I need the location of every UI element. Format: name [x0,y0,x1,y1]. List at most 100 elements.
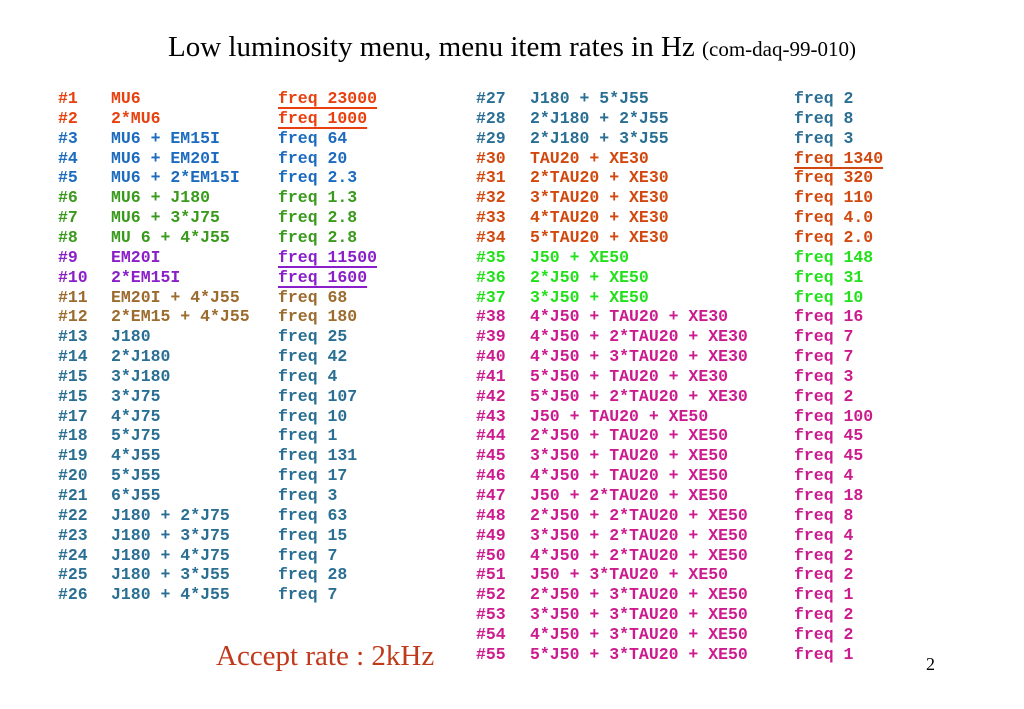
menu-item-number: #3 [58,128,78,148]
menu-item-trigger: 2*J50 + 3*TAU20 + XE50 [530,585,748,605]
menu-item-row: #55 5*J50 + 3*TAU20 + XE50 freq 1 [476,645,906,665]
menu-item-trigger: 4*TAU20 + XE30 [530,208,669,228]
menu-item-frequency: freq 4 [794,525,854,545]
menu-item-number: #34 [476,227,506,247]
menu-item-frequency: freq 4 [794,466,854,486]
menu-item-frequency: freq 16 [794,307,864,327]
menu-item-frequency: freq 10 [278,406,348,426]
menu-item-trigger: 2*TAU20 + XE30 [530,168,669,188]
menu-item-trigger: MU6 + EM15I [111,128,220,148]
menu-item-frequency: freq 3 [278,486,338,505]
menu-item-frequency: freq 2.0 [794,227,874,247]
menu-item-frequency: freq 2 [794,545,854,565]
menu-item-row: #10 2*EM15I freq 1600 [58,268,398,288]
menu-item-frequency: freq 3 [794,128,854,148]
menu-item-row: #29 2*J180 + 3*J55 freq 3 [476,129,906,149]
menu-item-row: #54 4*J50 + 3*TAU20 + XE50 freq 2 [476,625,906,645]
menu-item-frequency: freq 1 [794,585,854,605]
menu-item-number: #33 [476,208,506,228]
menu-item-frequency: freq 4 [278,366,338,386]
menu-item-number: #20 [58,466,88,486]
menu-item-row: #40 4*J50 + 3*TAU20 + XE30 freq 7 [476,347,906,367]
menu-item-trigger: J180 + 4*J75 [111,545,230,565]
menu-item-frequency: freq 10 [794,287,864,307]
menu-item-trigger: 2*EM15 + 4*J55 [111,307,250,327]
menu-item-trigger: J180 [111,327,151,347]
menu-item-row: #11 EM20I + 4*J55 freq 68 [58,288,398,308]
menu-item-trigger: MU6 + 3*J75 [111,208,220,228]
menu-item-number: #11 [58,287,88,307]
menu-item-row: #15 3*J180 freq 4 [58,367,398,387]
menu-item-row: #5 MU6 + 2*EM15I freq 2.3 [58,168,398,188]
menu-item-frequency: freq 18 [794,486,864,505]
menu-item-row: #18 5*J75 freq 1 [58,426,398,446]
menu-item-number: #17 [58,406,88,426]
menu-item-row: #12 2*EM15 + 4*J55 freq 180 [58,307,398,327]
menu-item-frequency: freq 23000 [278,89,378,108]
menu-item-trigger: MU6 + J180 [111,188,211,208]
menu-item-number: #5 [58,168,78,188]
menu-item-number: #32 [476,188,506,208]
menu-item-frequency: freq 28 [278,565,348,585]
menu-item-row: #26 J180 + 4*J55 freq 7 [58,585,398,605]
menu-item-trigger: 3*J50 + TAU20 + XE50 [530,446,729,466]
menu-item-number: #54 [476,624,506,644]
menu-item-number: #46 [476,466,506,486]
menu-item-number: #14 [58,347,88,367]
menu-item-frequency: freq 7 [278,585,338,605]
menu-item-number: #35 [476,247,506,267]
menu-item-trigger: 4*J50 + TAU20 + XE50 [530,466,729,486]
menu-item-number: #51 [476,565,506,585]
menu-item-row: #20 5*J55 freq 17 [58,466,398,486]
menu-item-frequency: freq 7 [794,347,854,367]
page-number: 2 [926,654,935,674]
menu-item-row: #17 4*J75 freq 10 [58,407,398,427]
menu-item-row: #36 2*J50 + XE50 freq 31 [476,268,906,288]
menu-item-frequency: freq 2.8 [278,208,358,228]
menu-item-number: #13 [58,327,88,347]
menu-item-row: #4 MU6 + EM20I freq 20 [58,149,398,169]
menu-item-number: #25 [58,565,88,585]
menu-item-frequency: freq 148 [794,247,874,267]
menu-item-number: #15 [58,366,88,386]
menu-item-trigger: 4*J50 + TAU20 + XE30 [530,307,729,327]
menu-item-trigger: 3*J50 + XE50 [530,287,649,307]
menu-item-number: #12 [58,307,88,327]
menu-item-trigger: J180 + 3*J55 [111,565,230,585]
menu-item-frequency: freq 2 [794,386,854,406]
menu-item-trigger: J180 + 4*J55 [111,585,230,605]
menu-item-number: #39 [476,327,506,347]
left-menu-list: #1 MU6 freq 23000 #2 2*MU6 freq 1000 #3 MU6 + E… [58,89,398,614]
menu-item-trigger: 3*J75 [111,386,161,406]
menu-item-trigger: 5*J50 + TAU20 + XE30 [530,366,729,386]
menu-item-trigger: 5*J55 [111,466,161,486]
menu-item-row: #31 2*TAU20 + XE30 freq 320 [476,168,906,188]
menu-item-number: #15 [58,386,88,406]
menu-item-number: #38 [476,307,506,327]
menu-item-frequency: freq 2 [794,89,854,108]
menu-item-trigger: 6*J55 [111,486,161,505]
menu-item-row: #50 4*J50 + 2*TAU20 + XE50 freq 2 [476,546,906,566]
menu-item-number: #40 [476,347,506,367]
menu-item-number: #6 [58,188,78,208]
menu-item-frequency: freq 131 [278,446,358,466]
menu-item-number: #41 [476,366,506,386]
menu-item-number: #45 [476,446,506,466]
menu-item-number: #22 [58,505,88,525]
menu-item-row: #1 MU6 freq 23000 [58,89,398,109]
menu-item-frequency: freq 8 [794,108,854,128]
menu-item-number: #21 [58,486,88,505]
menu-item-frequency: freq 4.0 [794,208,874,228]
menu-item-row: #19 4*J55 freq 131 [58,446,398,466]
menu-item-trigger: MU6 [111,89,141,108]
menu-item-frequency: freq 2 [794,605,854,625]
menu-item-frequency: freq 17 [278,466,348,486]
title-reference: (com-daq-99-010) [702,37,856,61]
menu-item-row: #2 2*MU6 freq 1000 [58,109,398,129]
menu-item-row: #33 4*TAU20 + XE30 freq 4.0 [476,208,906,228]
menu-item-row: #15 3*J75 freq 107 [58,387,398,407]
menu-item-row: #51 J50 + 3*TAU20 + XE50 freq 2 [476,565,906,585]
menu-item-trigger: 3*J50 + 3*TAU20 + XE50 [530,605,748,625]
menu-item-trigger: 3*J50 + 2*TAU20 + XE50 [530,525,748,545]
menu-item-trigger: 3*TAU20 + XE30 [530,188,669,208]
